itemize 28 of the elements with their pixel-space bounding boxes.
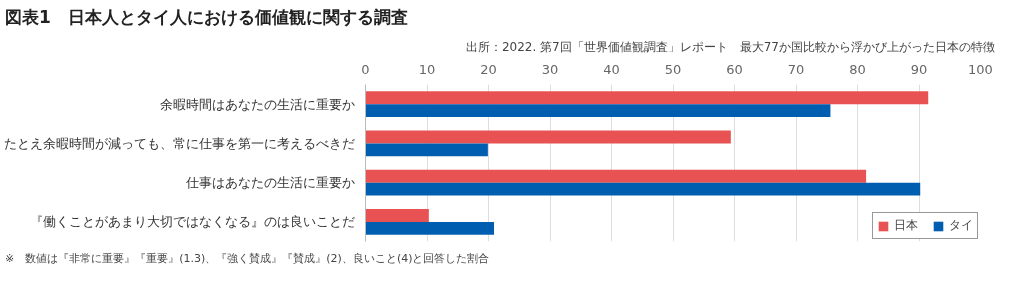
- bar: [365, 143, 488, 157]
- bar: [365, 91, 929, 105]
- y-tick-label: たとえ余暇時間が減っても、常に仕事を第一に考えるべきだ: [3, 136, 355, 152]
- bar: [365, 131, 731, 144]
- x-tick-label: 80: [849, 61, 866, 77]
- text: ※ 数値は『非常に重要』『重要』(1.3)、『強く賛成』『賛成』(2)、良いこと(4)と回答した割合: [5, 251, 490, 268]
- legend-label: タイ: [949, 217, 973, 235]
- bar: [365, 183, 921, 196]
- x-tick-label: 40: [603, 61, 620, 77]
- text: 図表1 日本人とタイ人における価値観に関する調査: [5, 6, 408, 29]
- x-tick-label: 50: [664, 61, 682, 77]
- bar: [365, 222, 495, 236]
- text: 出所：2022. 第7回「世界価値観調査」レポート 最大77か国比較から浮かび上がった日本の特徴: [465, 39, 995, 57]
- x-tick-label: 10: [418, 61, 436, 77]
- y-tick-label: 『働くことがあまり大切ではなくなる』のは良いことだ: [29, 214, 355, 230]
- bar: [365, 209, 429, 223]
- x-tick-label: 30: [541, 61, 559, 77]
- legend-label: 日本: [894, 217, 918, 235]
- bar: [365, 170, 867, 184]
- x-tick-label: 70: [787, 61, 805, 77]
- x-tick-label: 20: [480, 61, 497, 77]
- x-tick-label: 60: [726, 61, 743, 77]
- x-tick-label: 90: [910, 61, 928, 77]
- bar: [365, 104, 831, 118]
- y-tick-label: 仕事はあなたの生活に重要か: [184, 175, 355, 191]
- x-tick-label: 100: [968, 61, 993, 77]
- y-tick-label: 余暇時間はあなたの生活に重要か: [159, 97, 355, 113]
- x-tick-label: 0: [361, 61, 370, 77]
